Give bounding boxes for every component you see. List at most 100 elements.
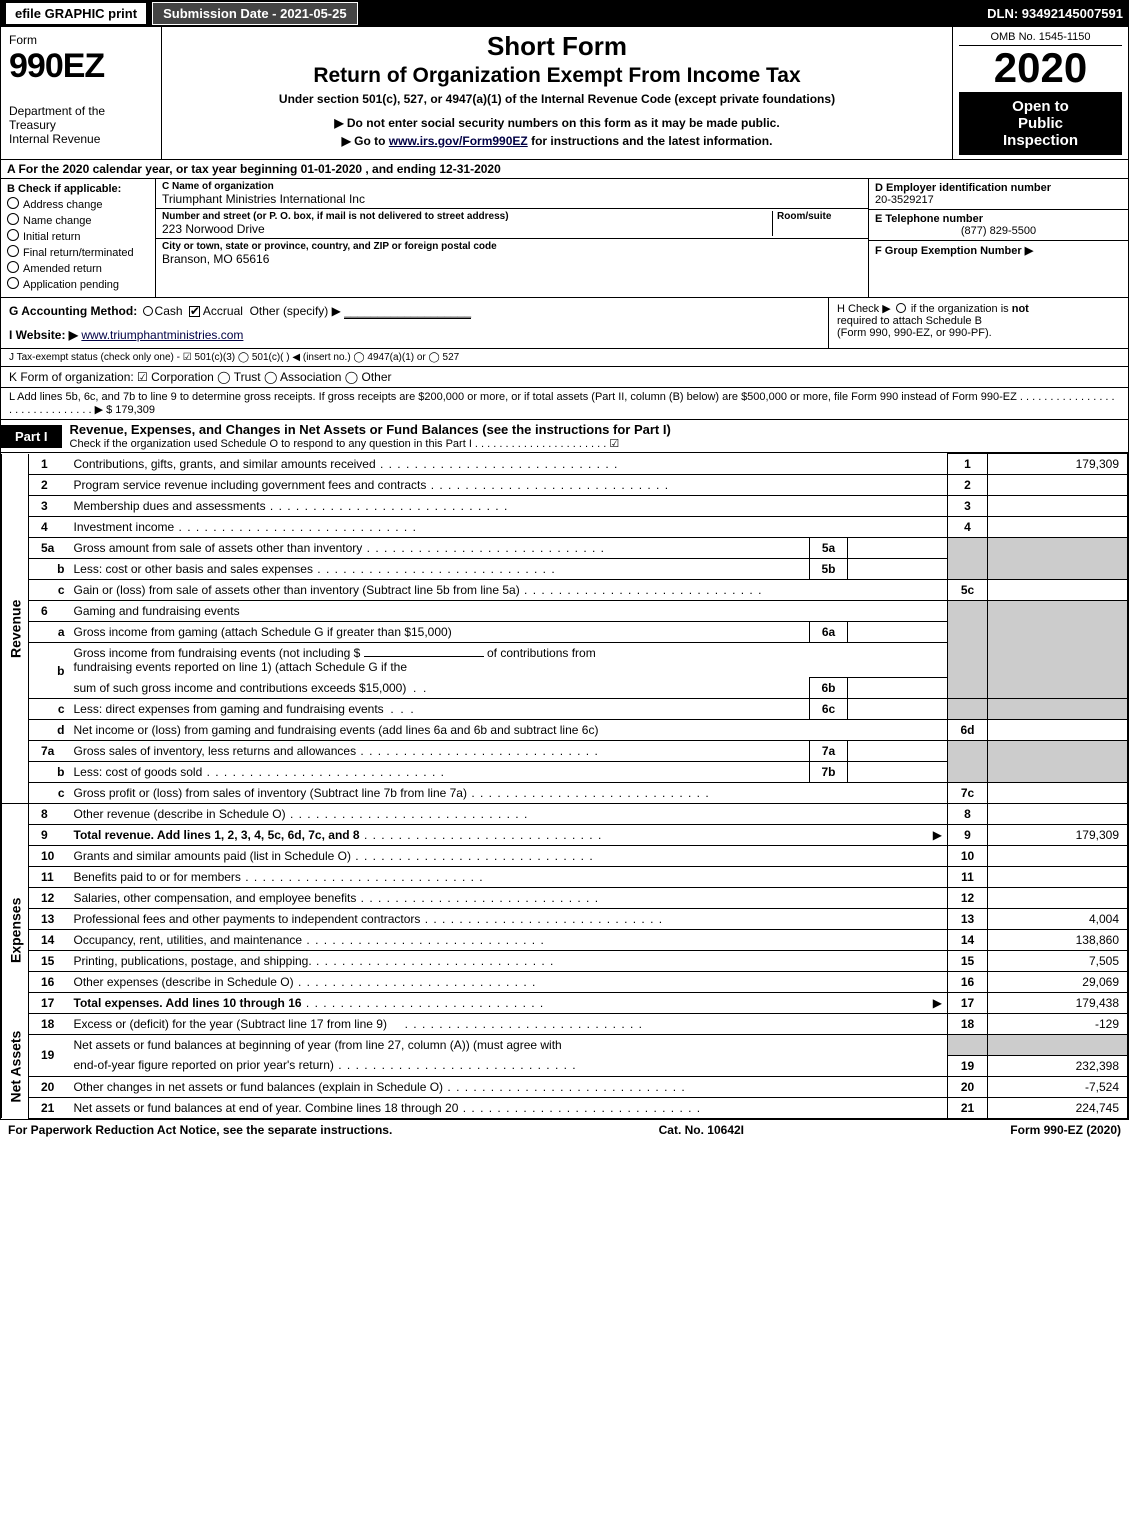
h-radio[interactable]	[896, 303, 906, 313]
part1-sub: Check if the organization used Schedule …	[70, 437, 1120, 450]
footer-right: Form 990-EZ (2020)	[1010, 1123, 1121, 1137]
ln1-num: 1	[29, 454, 69, 475]
group-exempt-cell: F Group Exemption Number ▶	[869, 241, 1128, 260]
form-subtitle: Return of Organization Exempt From Incom…	[170, 64, 944, 88]
col-b-checkboxes: B Check if applicable: Address change Na…	[1, 179, 156, 297]
form-label: Form	[9, 33, 153, 47]
ln7ab-shade	[948, 741, 988, 783]
ln21-rn: 21	[948, 1097, 988, 1118]
ln6c-sv	[848, 699, 948, 720]
g-other-line[interactable]: ___________________	[344, 304, 471, 319]
ln19-d2: end-of-year figure reported on prior yea…	[69, 1055, 948, 1076]
addr-val: 223 Norwood Drive	[162, 222, 772, 236]
ln6a-sv	[848, 622, 948, 643]
g-other: Other (specify) ▶	[250, 304, 341, 318]
ln16-num: 16	[29, 972, 69, 993]
ln4-rn: 4	[948, 517, 988, 538]
ein-val: 20-3529217	[875, 194, 1122, 206]
submission-button[interactable]: Submission Date - 2021-05-25	[152, 2, 358, 25]
website-link[interactable]: www.triumphantministries.com	[81, 328, 243, 342]
efile-button[interactable]: efile GRAPHIC print	[6, 3, 146, 24]
ln5c-desc: Gain or (loss) from sale of assets other…	[69, 580, 948, 601]
ln2-rn: 2	[948, 475, 988, 496]
ln6a-desc: Gross income from gaming (attach Schedul…	[69, 622, 810, 643]
ln17-rn: 17	[948, 993, 988, 1014]
form-container: Form 990EZ Department of the Treasury In…	[0, 26, 1129, 1120]
ln21-num: 21	[29, 1097, 69, 1118]
ln16-desc: Other expenses (describe in Schedule O)	[69, 972, 948, 993]
ln6-shade	[948, 601, 988, 699]
ln6d-desc: Net income or (loss) from gaming and fun…	[69, 720, 948, 741]
h-block: H Check ▶ if the organization is not req…	[828, 298, 1128, 348]
form-title-block: Short Form Return of Organization Exempt…	[161, 27, 953, 159]
ln7a-num: 7a	[29, 741, 69, 762]
ln6a-sl: 6a	[810, 622, 848, 643]
ln2-desc: Program service revenue including govern…	[69, 475, 948, 496]
chk-application-pending[interactable]: Application pending	[7, 277, 149, 291]
ln5b-num: b	[29, 559, 69, 580]
ln20-rv: -7,524	[988, 1076, 1128, 1097]
year-block: OMB No. 1545-1150 2020 Open to Public In…	[953, 27, 1128, 159]
ein-cell: D Employer identification number 20-3529…	[869, 179, 1128, 210]
ln9-num: 9	[29, 825, 69, 846]
chk-amended-return[interactable]: Amended return	[7, 261, 149, 275]
ln7a-sl: 7a	[810, 741, 848, 762]
ln11-desc: Benefits paid to or for members	[69, 867, 948, 888]
tel-cell: E Telephone number (877) 829-5500	[869, 210, 1128, 241]
ln12-rn: 12	[948, 888, 988, 909]
ln10-rv	[988, 846, 1128, 867]
ln14-desc: Occupancy, rent, utilities, and maintena…	[69, 930, 948, 951]
ln7ab-shade-v	[988, 741, 1128, 783]
ssn-warning: ▶ Do not enter social security numbers o…	[170, 116, 944, 130]
ln6-num: 6	[29, 601, 69, 622]
ln8-rv	[988, 804, 1128, 825]
ln2-num: 2	[29, 475, 69, 496]
ln6b-num: b	[29, 643, 69, 699]
dept-treasury: Department of the Treasury	[9, 104, 153, 132]
group-exempt-label: F Group Exemption Number ▶	[875, 245, 1033, 257]
ln6c-shade	[948, 699, 988, 720]
ln8-rn: 8	[948, 804, 988, 825]
ln15-rv: 7,505	[988, 951, 1128, 972]
chk-accrual[interactable]	[189, 306, 200, 317]
ln6d-rv	[988, 720, 1128, 741]
ln8-desc: Other revenue (describe in Schedule O)	[69, 804, 948, 825]
footer-mid: Cat. No. 10642I	[659, 1123, 744, 1137]
ln19-d1: Net assets or fund balances at beginning…	[69, 1035, 948, 1056]
ln20-desc: Other changes in net assets or fund bala…	[69, 1076, 948, 1097]
ln15-rn: 15	[948, 951, 988, 972]
org-name-cell: C Name of organization Triumphant Minist…	[156, 179, 868, 209]
ln19-shade	[948, 1035, 988, 1056]
ln21-desc: Net assets or fund balances at end of ye…	[69, 1097, 948, 1118]
ln17-num: 17	[29, 993, 69, 1014]
chk-initial-return[interactable]: Initial return	[7, 229, 149, 243]
ln7a-sv	[848, 741, 948, 762]
k-line: K Form of organization: ☑ Corporation ◯ …	[1, 367, 1128, 388]
ln7c-rn: 7c	[948, 783, 988, 804]
ln6b-blank[interactable]	[364, 656, 484, 657]
goto-link[interactable]: www.irs.gov/Form990EZ	[389, 134, 528, 148]
ln8-num: 8	[29, 804, 69, 825]
revenue-table: Revenue 1 Contributions, gifts, grants, …	[1, 453, 1128, 1119]
ln9-rv: 179,309	[988, 825, 1128, 846]
addr-label: Number and street (or P. O. box, if mail…	[162, 211, 772, 222]
ln20-num: 20	[29, 1076, 69, 1097]
org-name-label: C Name of organization	[162, 181, 862, 192]
vlabel-expenses: Expenses	[2, 846, 29, 1014]
ln7b-num: b	[29, 762, 69, 783]
chk-address-change[interactable]: Address change	[7, 197, 149, 211]
ln5b-desc: Less: cost or other basis and sales expe…	[69, 559, 810, 580]
ln14-rv: 138,860	[988, 930, 1128, 951]
chk-name-change[interactable]: Name change	[7, 213, 149, 227]
ln5ab-shade	[948, 538, 988, 580]
ln3-rv	[988, 496, 1128, 517]
page-footer: For Paperwork Reduction Act Notice, see …	[0, 1120, 1129, 1140]
ln13-num: 13	[29, 909, 69, 930]
ln16-rn: 16	[948, 972, 988, 993]
ln15-num: 15	[29, 951, 69, 972]
ln11-num: 11	[29, 867, 69, 888]
ln18-rn: 18	[948, 1014, 988, 1035]
radio-cash[interactable]	[143, 306, 153, 316]
g-accounting: G Accounting Method: Cash Accrual Other …	[1, 298, 828, 348]
chk-final-return[interactable]: Final return/terminated	[7, 245, 149, 259]
